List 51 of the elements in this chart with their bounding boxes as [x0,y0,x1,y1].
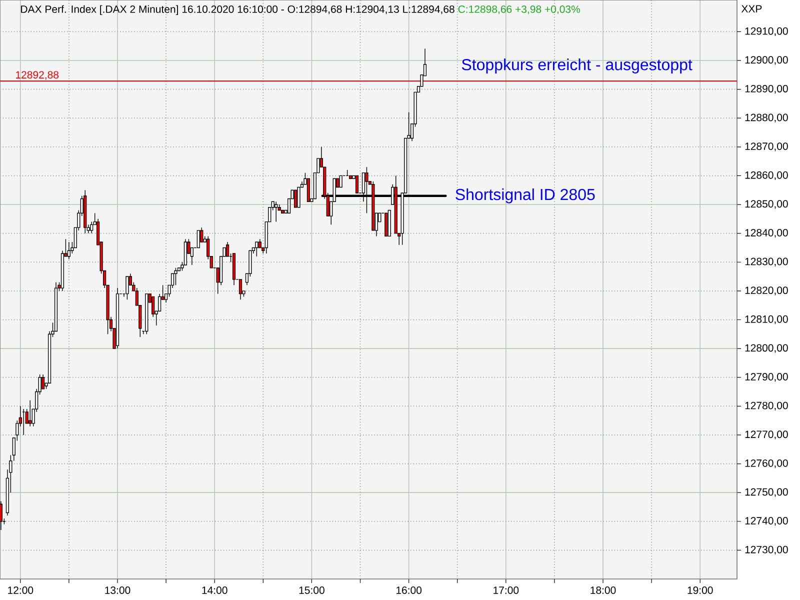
candlestick [152,296,155,318]
candlestick [174,268,178,286]
y-tick-label: 12860,00 [745,171,788,180]
x-tick-label: 16:00 [396,586,422,594]
y-tick-label: 12820,00 [745,286,788,296]
candlestick [28,400,32,427]
y-tick-label: 12880,00 [745,114,788,122]
candlestick [339,175,342,188]
y-tick-label: 12840,00 [745,228,788,238]
candlestick [238,279,242,300]
candlestick [90,221,94,234]
y-tick-label: 12730,00 [745,546,788,555]
x-tick-label: 18:00 [590,586,616,594]
series-label: Shortsignal ID 2805 [456,188,595,204]
candlestick [42,374,45,390]
y-tick-label: 12740,00 [745,517,788,526]
y-tick-label: 12770,00 [745,430,788,440]
y-axis-title: XXP [741,5,762,12]
y-tick-label: 12910,00 [745,27,788,36]
y-tick-label: 12790,00 [745,373,788,382]
x-tick-label: 17:00 [494,586,519,594]
chart-title: DAX Perf. Index [.DAX 2 Minuten] 16.10.2020 16:10:00 - O:12894,68 H:12904,13 L:12894,68 [21,5,454,15]
candlestick [67,242,70,260]
x-tick-label: 12:00 [8,586,34,594]
annotation: Stoppkurs erreicht - ausgestoppt [462,58,692,74]
y-tick-label: 12760,00 [745,459,788,468]
y-tick-label: 12750,00 [745,488,788,497]
chart-subtitle: C:12898,66 +3,98 +0,03% [458,5,580,14]
y-tick-label: 12800,00 [745,344,788,353]
x-tick-label: 19:00 [688,586,713,594]
candlestick [255,242,258,257]
candlestick [196,230,200,248]
candlestick [294,190,298,208]
candlestick [0,500,3,530]
y-tick-label: 12900,00 [745,56,788,65]
x-tick-label: 13:00 [105,586,130,594]
y-tick-label: 12890,00 [745,84,788,94]
y-tick-label: 12810,00 [745,315,788,324]
candlestick [384,212,388,237]
candlestick [158,293,162,312]
candlestick [306,178,310,202]
y-tick-label: 12850,00 [745,200,788,209]
candlestick [297,186,300,208]
x-tick-label: 15:00 [299,586,324,594]
x-tick-label: 14:00 [202,586,228,594]
y-tick-label: 12780,00 [745,402,788,410]
ref-line-label: 12892,88 [16,71,59,80]
y-tick-label: 12870,00 [745,142,788,152]
y-tick-label: 12830,00 [745,258,788,266]
candlestick [274,201,278,222]
candlestick [126,276,129,300]
